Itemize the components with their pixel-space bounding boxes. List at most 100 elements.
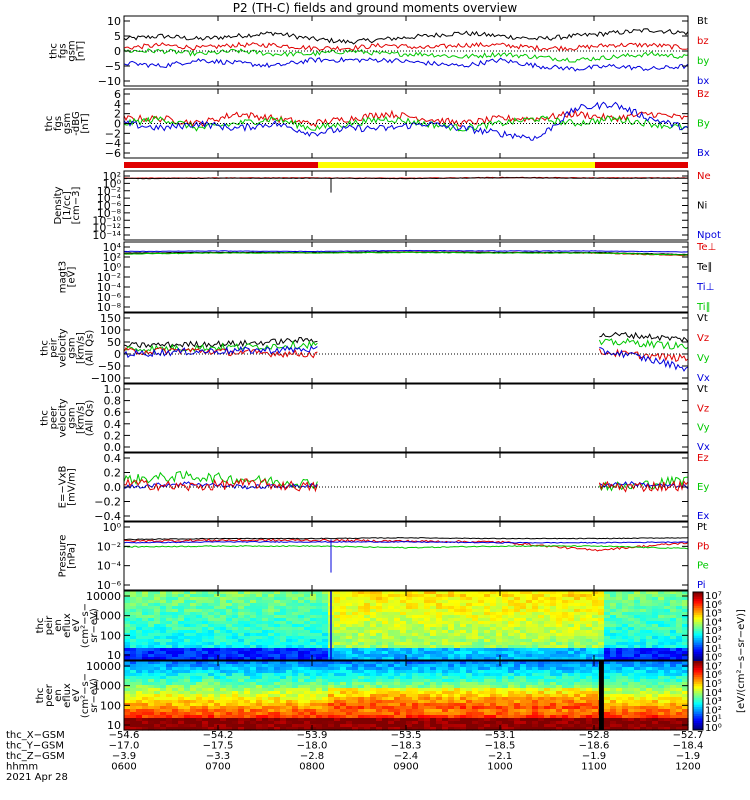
spectro-cell: [316, 624, 323, 628]
spectro-cell: [268, 639, 275, 643]
spectro-cell: [154, 591, 161, 595]
spectro-cell: [352, 661, 359, 665]
spectro-cell: [562, 679, 569, 683]
spectro-cell: [292, 609, 299, 613]
spectro-cell: [130, 694, 137, 698]
spectro-cell: [208, 636, 215, 640]
spectro-cell: [406, 612, 413, 616]
spectro-cell: [412, 718, 419, 722]
spectro-cell: [556, 636, 563, 640]
spectro-cell: [628, 670, 635, 674]
spectro-cell: [346, 712, 353, 716]
spectro-cell: [376, 630, 383, 634]
spectro-cell: [664, 600, 671, 604]
spectro-cell: [352, 627, 359, 631]
spectro-cell: [484, 594, 491, 598]
spectro-cell: [454, 679, 461, 683]
spectro-cell: [448, 682, 455, 686]
spectro-cell: [238, 667, 245, 671]
spectro-cell: [640, 703, 647, 707]
spectro-cell: [646, 615, 653, 619]
spectro-cell: [520, 715, 527, 719]
spectro-cell: [160, 682, 167, 686]
spectro-cell: [676, 624, 683, 628]
spectro-cell: [310, 694, 317, 698]
spectro-cell: [226, 724, 233, 728]
spectro-cell: [478, 682, 485, 686]
spectro-cell: [268, 688, 275, 692]
spectro-cell: [430, 703, 437, 707]
spectro-cell: [580, 618, 587, 622]
spectro-cell: [358, 727, 365, 731]
spectro-cell: [622, 700, 629, 704]
colorbar-cell: [693, 656, 703, 660]
spectro-cell: [358, 609, 365, 613]
spectro-cell: [430, 697, 437, 701]
spectro-cell: [490, 691, 497, 695]
spectro-cell: [220, 606, 227, 610]
spectro-cell: [562, 627, 569, 631]
spectro-cell: [376, 673, 383, 677]
spectro-cell: [220, 630, 227, 634]
spectro-cell: [436, 682, 443, 686]
spectro-cell: [280, 591, 287, 595]
ytick-label: 10⁻²: [97, 185, 121, 198]
spectro-cell: [358, 703, 365, 707]
spectro-cell: [316, 724, 323, 728]
spectro-cell: [130, 621, 137, 625]
spectro-cell: [208, 591, 215, 595]
spectro-cell: [280, 727, 287, 731]
spectro-cell: [460, 685, 467, 689]
spectro-cell: [424, 657, 431, 661]
spectro-cell: [256, 645, 263, 649]
spectro-cell: [274, 703, 281, 707]
spectro-cell: [424, 673, 431, 677]
spectro-cell: [418, 633, 425, 637]
spectro-cell: [256, 621, 263, 625]
spectro-cell: [310, 609, 317, 613]
spectro-cell: [448, 700, 455, 704]
spectro-cell: [178, 633, 185, 637]
spectro-cell: [400, 724, 407, 728]
spectro-cell: [280, 603, 287, 607]
spectro-cell: [676, 609, 683, 613]
spectro-cell: [520, 651, 527, 655]
colorbar-tick: 10²: [705, 635, 722, 646]
spectro-cell: [670, 657, 677, 661]
spectro-cell: [376, 676, 383, 680]
ytick-label: 10⁰: [103, 177, 122, 190]
spectro-cell: [310, 700, 317, 704]
spectro-cell: [610, 630, 617, 634]
spectro-cell: [358, 664, 365, 668]
spectro-cell: [346, 703, 353, 707]
spectro-cell: [454, 648, 461, 652]
y-axis-label: [nPa]: [67, 543, 78, 569]
spectro-cell: [436, 642, 443, 646]
spectro-cell: [562, 694, 569, 698]
spectro-cell: [370, 700, 377, 704]
spectro-cell: [184, 685, 191, 689]
spectro-cell: [628, 606, 635, 610]
spectro-cell: [430, 642, 437, 646]
spectro-cell: [268, 615, 275, 619]
spectro-cell: [418, 679, 425, 683]
spectro-cell: [520, 612, 527, 616]
spectro-cell: [232, 615, 239, 619]
spectro-cell: [286, 606, 293, 610]
spectro-cell: [382, 706, 389, 710]
spectro-cell: [610, 706, 617, 710]
spectro-cell: [502, 606, 509, 610]
spectro-cell: [622, 600, 629, 604]
spectro-cell: [142, 697, 149, 701]
spectro-cell: [352, 664, 359, 668]
spectro-cell: [472, 612, 479, 616]
spectro-cell: [556, 703, 563, 707]
spectro-cell: [298, 639, 305, 643]
spectro-cell: [388, 612, 395, 616]
spectro-cell: [430, 633, 437, 637]
spectro-cell: [166, 603, 173, 607]
spectro-cell: [262, 724, 269, 728]
spectro-cell: [466, 724, 473, 728]
spectro-cell: [412, 667, 419, 671]
spectro-cell: [448, 633, 455, 637]
